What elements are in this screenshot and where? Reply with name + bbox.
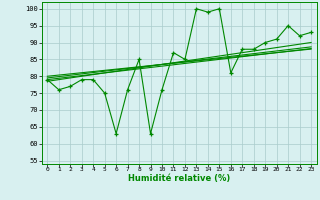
X-axis label: Humidité relative (%): Humidité relative (%)	[128, 174, 230, 183]
